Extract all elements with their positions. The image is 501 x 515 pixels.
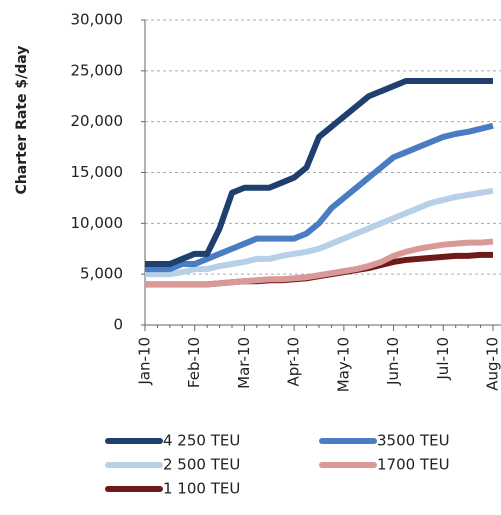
x-tick-label: May-10: [334, 337, 352, 392]
y-tick-label: 25,000: [71, 61, 124, 79]
legend-label: 2 500 TEU: [163, 456, 240, 474]
x-tick-label: Apr-10: [285, 337, 303, 387]
legend-label: 4 250 TEU: [163, 432, 240, 450]
x-tick-label: Jun-10: [384, 337, 402, 386]
x-tick-label: Feb-10: [185, 337, 203, 388]
y-tick-label: 5,000: [80, 265, 123, 283]
legend-label: 1 100 TEU: [163, 480, 240, 498]
y-tick-label: 10,000: [71, 214, 124, 232]
legend-label: 3500 TEU: [377, 432, 450, 450]
y-tick-label: 30,000: [71, 11, 124, 29]
x-tick-label: Jan-10: [136, 337, 154, 386]
x-tick-label: Mar-10: [235, 337, 253, 389]
y-tick-label: 0: [113, 316, 123, 334]
y-axis-label: Charter Rate $/day: [14, 46, 30, 195]
x-tick-label: Aug-10: [484, 337, 501, 391]
y-tick-label: 20,000: [71, 112, 124, 130]
legend-label: 1700 TEU: [377, 456, 450, 474]
x-tick-label: Jul-10: [434, 337, 452, 381]
y-tick-label: 15,000: [71, 163, 124, 181]
